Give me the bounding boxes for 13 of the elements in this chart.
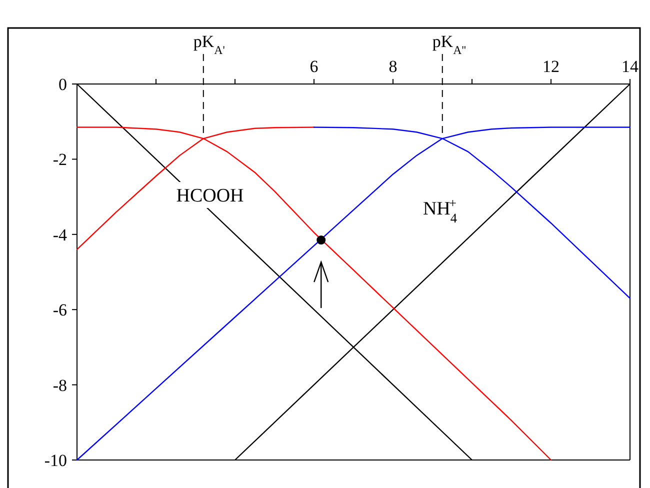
ref-line-label: pK$_{A''}$ [432, 32, 466, 57]
ref-line-label: pK$_{A'}$ [193, 32, 225, 57]
annotation: HCOOH [176, 186, 244, 207]
y-tick-label: -2 [52, 150, 67, 170]
y-tick-label: -6 [52, 300, 67, 320]
x-tick-label: 8 [388, 57, 398, 76]
y-tick-label: -8 [52, 376, 67, 395]
x-tick-label: 6 [310, 57, 318, 76]
y-tick-label: -10 [44, 450, 67, 470]
x-tick-label: 14 [622, 57, 639, 76]
y-tick-label: 0 [58, 74, 67, 94]
x-tick-label: 12 [542, 57, 560, 76]
y-tick-label: -4 [52, 225, 68, 244]
